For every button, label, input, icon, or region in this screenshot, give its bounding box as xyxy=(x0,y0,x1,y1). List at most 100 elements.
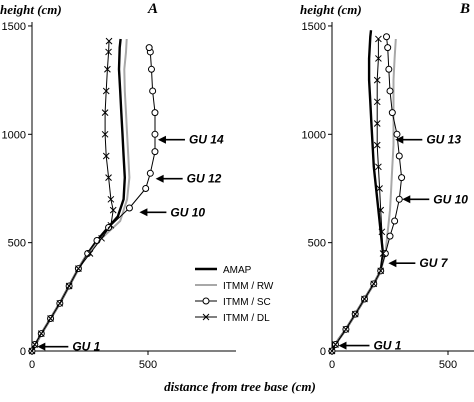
panel-a-itmm-dl-point xyxy=(107,221,115,229)
panel-b-itmm-sc-point xyxy=(384,44,392,52)
panel-a-annotation-label: GU 1 xyxy=(72,340,100,354)
panel-a-itmm-sc-point xyxy=(146,169,154,177)
panel-a-itmm-dl-point xyxy=(105,37,113,45)
panel-b-itmm-dl-point xyxy=(377,206,385,214)
panel-a-itmm-dl-point xyxy=(28,347,36,355)
panel-b-x-tick-label: 500 xyxy=(439,359,457,371)
panel-b-annotation-label: GU 13 xyxy=(426,133,461,147)
panel-a-y-tick-label: 1000 xyxy=(2,129,26,141)
panel-b-itmm-dl-point xyxy=(379,250,387,257)
panel-a-itmm-dl-point xyxy=(102,152,110,160)
panel-a-itmm-dl-point xyxy=(104,65,111,73)
panel-b-itmm-dl-point xyxy=(332,341,339,348)
panel-a-y-tick-label: 500 xyxy=(8,238,26,250)
panel-a-itmm-sc-point xyxy=(151,148,159,156)
panel-b-itmm-dl-point xyxy=(342,325,350,333)
panel-b-itmm-dl-point xyxy=(375,55,382,62)
panel-b-itmm-dl-point xyxy=(351,310,359,318)
panel-a-itmm-sc-point xyxy=(147,65,155,73)
panel-b-annotation-arrowhead xyxy=(395,135,404,144)
x-axis-label: distance from tree base (cm) xyxy=(164,379,316,394)
panel-b-itmm-dl-point xyxy=(377,267,385,275)
panel-a-itmm-dl-point xyxy=(107,195,115,203)
legend: AMAP ITMM / RW ITMM / SC ITMM / DL xyxy=(195,265,274,324)
panel-b-itmm-dl-point xyxy=(370,280,378,288)
panel-a-itmm-dl-point xyxy=(101,109,109,116)
panel-a-itmm-dl-point xyxy=(109,206,117,214)
panel-a-series-itmm-dl xyxy=(31,41,114,352)
panel-a-x-tick-label: 500 xyxy=(139,359,157,371)
legend-label-itmm-dl: ITMM / DL xyxy=(223,313,270,324)
panel-b-itmm-dl-point xyxy=(328,347,336,355)
panel-b-series-itmm-dl xyxy=(331,39,384,352)
panel-a-itmm-dl-point xyxy=(102,87,110,95)
panel-a-letter: A xyxy=(147,1,158,17)
panel-a-annotation-label: GU 12 xyxy=(187,172,222,186)
panel-b-y-axis-label: height (cm) xyxy=(300,2,362,17)
panel-b-letter: B xyxy=(459,1,470,17)
panel-a-itmm-dl-point xyxy=(105,48,112,56)
panel-b: 0 500 1000 1500 0 500 height (cm) B GU 13 GU 10 GU… xyxy=(300,1,474,371)
panel-a-annotation-label: GU 14 xyxy=(189,133,224,147)
panel-a-itmm-dl-point xyxy=(37,330,45,338)
panel-a-annotation-arrowhead xyxy=(155,174,164,183)
panel-a-itmm-dl-point xyxy=(105,174,112,181)
panel-a-series-itmm-rw xyxy=(31,38,131,352)
panel-b-itmm-sc-point xyxy=(395,152,403,160)
panel-a-itmm-sc-point xyxy=(145,44,153,52)
panel-b-itmm-sc-point xyxy=(385,65,393,73)
panel-a-itmm-dl-point xyxy=(75,265,82,273)
panel-b-itmm-sc-point xyxy=(393,130,401,138)
panel-b-annotation-arrowhead xyxy=(338,341,347,350)
panel-a-annotation-label: GU 10 xyxy=(170,205,205,219)
panel-b-series-itmm-rw xyxy=(331,38,397,352)
panel-a-itmm-sc-point xyxy=(149,87,157,95)
panel-b-itmm-dl-point xyxy=(373,98,381,106)
panel-a-y-axis-label: height (cm) xyxy=(0,2,62,17)
legend-marker-itmm-sc xyxy=(202,297,210,305)
panel-a-annotation-arrowhead xyxy=(139,208,148,217)
panel-a-itmm-dl-point xyxy=(31,341,39,348)
legend-label-itmm-rw: ITMM / RW xyxy=(223,281,274,292)
panel-b-y-tick-label: 1000 xyxy=(302,129,326,141)
panel-a: 0 500 1000 1500 0 500 height (cm) A GU 14 GU 12 GU… xyxy=(0,1,236,371)
panel-a-itmm-dl-point xyxy=(56,299,64,307)
panel-b-annotation-label: GU 10 xyxy=(433,192,468,206)
panel-a-annotation-arrowhead xyxy=(37,342,46,351)
panel-a-x-tick-label: 0 xyxy=(29,359,35,371)
panel-b-itmm-sc-point xyxy=(388,109,396,117)
panel-a-itmm-dl-point xyxy=(47,315,54,322)
panel-b-itmm-sc-point xyxy=(391,217,399,225)
panel-b-itmm-sc-point xyxy=(395,195,403,203)
panel-b-itmm-sc-point xyxy=(386,87,394,95)
panel-a-y-tick-label: 1500 xyxy=(2,21,26,33)
panel-b-itmm-dl-point xyxy=(361,295,368,303)
panel-a-itmm-sc-point xyxy=(142,184,150,192)
panel-a-annotation-arrowhead xyxy=(157,135,166,144)
panel-b-annotation-label: GU 1 xyxy=(373,339,401,353)
panel-a-series-itmm-sc xyxy=(31,47,156,352)
panel-a-itmm-dl-point xyxy=(65,282,73,290)
legend-label-itmm-sc: ITMM / SC xyxy=(223,297,271,308)
panel-a-itmm-sc-point xyxy=(151,130,159,138)
panel-b-itmm-dl-point xyxy=(373,120,381,127)
panel-b-x-tick-label: 0 xyxy=(329,359,335,371)
panel-b-itmm-sc-point xyxy=(398,174,406,182)
panel-b-itmm-dl-point xyxy=(373,76,381,84)
panel-b-itmm-dl-point xyxy=(375,35,382,43)
panel-b-itmm-dl-point xyxy=(378,228,386,236)
panel-b-itmm-dl-point xyxy=(375,163,382,171)
panel-a-itmm-sc-point xyxy=(151,109,159,117)
panel-a-y-tick-label: 0 xyxy=(20,346,26,358)
panel-b-itmm-sc-point xyxy=(383,33,391,41)
panel-b-itmm-dl-point xyxy=(373,141,381,149)
panel-b-annotation-arrowhead xyxy=(388,259,397,268)
panel-a-itmm-dl-point xyxy=(101,130,109,138)
legend-label-amap: AMAP xyxy=(223,265,252,276)
panel-a-itmm-dl-point xyxy=(86,250,94,257)
panel-b-itmm-dl-point xyxy=(376,185,383,192)
legend-marker-itmm-dl xyxy=(202,313,210,321)
panel-b-annotation-label: GU 7 xyxy=(419,256,448,270)
panel-b-y-tick-label: 1500 xyxy=(302,21,326,33)
